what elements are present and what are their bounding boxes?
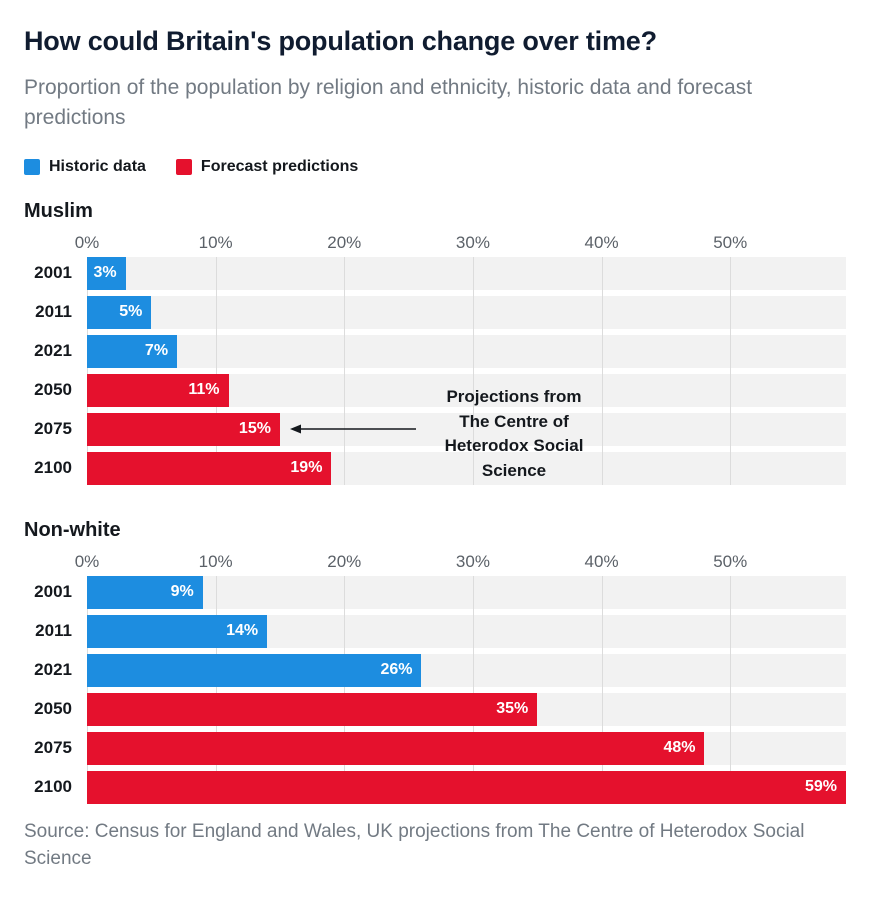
year-label: 2011: [35, 302, 72, 322]
legend: Historic data Forecast predictions: [24, 158, 846, 176]
bar-forecast: 35%: [87, 692, 538, 726]
axis-tick-label: 10%: [198, 232, 233, 252]
axis-tick-label: 40%: [584, 551, 619, 571]
bar-row-2075: 2075 48%: [34, 731, 846, 765]
axis-tick-label: 10%: [198, 551, 233, 571]
gridline: [601, 575, 603, 804]
bar-row-2100: 2100 59%: [34, 770, 846, 804]
axis-tick-label: 20%: [327, 232, 362, 252]
gridline: [215, 256, 217, 485]
bar-row-2001: 2001 9%: [34, 575, 846, 609]
value-label: 7%: [144, 342, 169, 360]
gridline: [472, 575, 474, 804]
gridline: [87, 256, 88, 485]
bar-track: [87, 575, 846, 609]
value-label: 3%: [93, 264, 117, 282]
gridline: [730, 575, 732, 804]
bar-historic: 5%: [87, 295, 152, 329]
legend-swatch-forecast: [175, 158, 192, 175]
bar-row-2011: 2011 5%: [35, 295, 846, 329]
gridline: [215, 575, 217, 804]
value-label: 59%: [804, 778, 837, 796]
bar-track: [87, 334, 846, 368]
year-label: 2100: [34, 458, 72, 478]
year-label: 2011: [35, 621, 72, 641]
value-label: 26%: [380, 661, 413, 679]
axis-tick-label: 40%: [584, 232, 619, 252]
value-label: 48%: [663, 739, 696, 757]
plot-area-non-white: 0% 10% 20% 30% 40% 50% 2001 9% 2011 14% 2021 26% 20…: [34, 548, 846, 804]
bar-row-2050: 2050 35%: [34, 692, 846, 726]
plot-area-muslim: 0% 10% 20% 30% 40% 50% Projections from The C…: [34, 229, 846, 485]
annotation-arrow-icon: [290, 424, 416, 434]
year-label: 2075: [34, 738, 72, 758]
rows: 2001 9% 2011 14% 2021 26% 2050 35% 2075 48% 2100 59…: [34, 575, 846, 804]
year-label: 2075: [34, 419, 72, 439]
chart-title-non-white: Non-white: [24, 518, 121, 541]
gridline: [344, 256, 346, 485]
value-label: 5%: [119, 303, 143, 321]
bar-row-2021: 2021 7%: [34, 334, 846, 368]
bar-forecast: 11%: [87, 373, 229, 407]
axis-tick-label: 30%: [455, 232, 490, 252]
bar-row-2021: 2021 26%: [34, 653, 846, 687]
bar-historic: 7%: [87, 334, 178, 368]
year-label: 2050: [34, 380, 72, 400]
year-label: 2021: [34, 660, 72, 680]
gridline: [344, 575, 346, 804]
page-subtitle: Proportion of the population by religion…: [24, 76, 753, 130]
legend-swatch-historic: [24, 158, 40, 175]
chart-non-white: Non-white 0% 10% 20% 30% 40% 50% 2001 9% 2011 14…: [24, 519, 846, 804]
chart-muslim: Muslim 0% 10% 20% 30% 40% 50% Projections fro…: [24, 200, 846, 485]
bar-historic: 26%: [87, 653, 422, 687]
year-label: 2021: [34, 341, 72, 361]
gridline: [730, 256, 732, 485]
legend-item-forecast: Forecast predictions: [175, 157, 359, 176]
axis: 0% 10% 20% 30% 40% 50%: [75, 548, 846, 576]
axis: 0% 10% 20% 30% 40% 50%: [75, 229, 846, 257]
legend-item-historic: Historic data: [24, 158, 146, 176]
bar-historic: 14%: [87, 614, 268, 648]
chart-title-muslim: Muslim: [24, 199, 93, 222]
bar-track: [87, 256, 846, 290]
bar-row-2075: 2075 15%: [34, 412, 846, 446]
legend-label-historic: Historic data: [49, 157, 146, 175]
axis-tick-label: 0%: [74, 232, 100, 252]
value-label: 19%: [290, 459, 323, 477]
gridline: [472, 256, 474, 485]
bar-historic: 9%: [87, 575, 203, 609]
year-label: 2001: [34, 263, 72, 283]
bar-row-2050: 2050 11%: [34, 373, 846, 407]
source-note: Source: Census for England and Wales, UK…: [24, 820, 805, 870]
bar-forecast: 19%: [87, 451, 332, 485]
bar-forecast: 48%: [87, 731, 705, 765]
bar-forecast: 15%: [87, 412, 280, 446]
year-label: 2100: [34, 777, 72, 797]
bar-forecast: 59%: [87, 770, 846, 804]
axis-tick-label: 50%: [713, 551, 748, 571]
bar-row-2011: 2011 14%: [35, 614, 846, 648]
axis-tick-label: 50%: [713, 232, 748, 252]
axis-tick-label: 0%: [74, 551, 100, 571]
annotation-text: Projections from The Centre of Heterodox…: [444, 386, 584, 480]
legend-label-forecast: Forecast predictions: [200, 157, 359, 175]
bar-historic: 3%: [87, 256, 126, 290]
year-label: 2050: [34, 699, 72, 719]
value-label: 14%: [226, 622, 259, 640]
value-label: 11%: [188, 381, 220, 399]
bar-row-2001: 2001 3%: [34, 256, 846, 290]
page-title: How could Britain's population change ov…: [24, 26, 657, 56]
value-label: 35%: [496, 700, 529, 718]
gridline: [87, 575, 88, 804]
bar-row-2100: 2100 19%: [34, 451, 846, 485]
value-label: 9%: [170, 583, 194, 601]
rows: Projections from The Centre of Heterodox…: [34, 256, 846, 485]
value-label: 15%: [238, 420, 271, 438]
bar-track: [87, 295, 846, 329]
gridline: [601, 256, 603, 485]
axis-tick-label: 30%: [455, 551, 490, 571]
year-label: 2001: [34, 582, 72, 602]
axis-tick-label: 20%: [327, 551, 362, 571]
